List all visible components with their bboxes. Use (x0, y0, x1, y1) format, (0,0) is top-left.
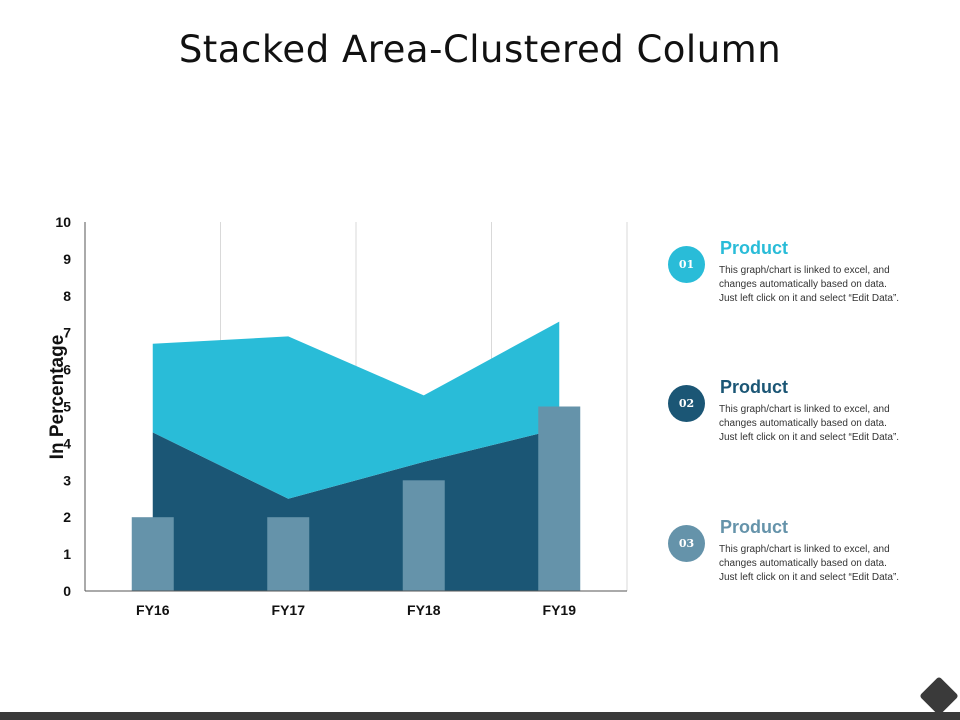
chart-areas (152, 321, 560, 591)
legend-description-02: This graph/chart is linked to excel, and… (719, 404, 900, 443)
legend-title-03: Product (720, 517, 789, 537)
y-tick-label: 2 (63, 509, 71, 525)
chart-columns (131, 406, 581, 591)
y-tick-label: 9 (63, 251, 71, 267)
x-tick-label: FY16 (136, 602, 170, 618)
column-fy19 (538, 406, 581, 591)
y-tick-label: 5 (63, 399, 71, 415)
x-tick-label: FY18 (407, 602, 441, 618)
column-fy18 (402, 480, 445, 591)
y-tick-label: 6 (63, 362, 71, 378)
column-fy17 (267, 517, 310, 591)
x-axis-tick-labels: FY16 FY17 FY18 FY19 (136, 602, 576, 618)
y-tick-label: 3 (63, 472, 71, 488)
legend-description-03: This graph/chart is linked to excel, and… (719, 544, 900, 583)
y-tick-label: 8 (63, 288, 71, 304)
y-tick-label: 4 (63, 435, 71, 451)
legend-badge-02: 02 (668, 385, 705, 422)
column-fy16 (131, 517, 174, 591)
legend-badge-03: 03 (668, 525, 705, 562)
x-tick-label: FY19 (543, 602, 577, 618)
footer-bar (0, 712, 960, 720)
legend-badge-01: 01 (668, 246, 705, 283)
x-tick-label: FY17 (272, 602, 306, 618)
area-series-2 (152, 321, 560, 499)
y-axis-label: In Percentage (47, 335, 68, 460)
legend-title-01: Product (720, 238, 789, 258)
y-tick-label: 7 (63, 325, 71, 341)
y-tick-label: 1 (63, 546, 71, 562)
legend-description-01: This graph/chart is linked to excel, and… (719, 265, 900, 304)
y-axis-tick-labels: 0 1 2 3 4 5 6 7 8 9 10 (55, 214, 71, 599)
y-tick-label: 10 (55, 214, 71, 230)
legend-title-02: Product (720, 377, 789, 397)
chart-axes (84, 222, 627, 592)
area-series-1 (152, 428, 560, 591)
page-title: Stacked Area-Clustered Column (178, 28, 782, 71)
y-tick-label: 0 (63, 583, 71, 599)
